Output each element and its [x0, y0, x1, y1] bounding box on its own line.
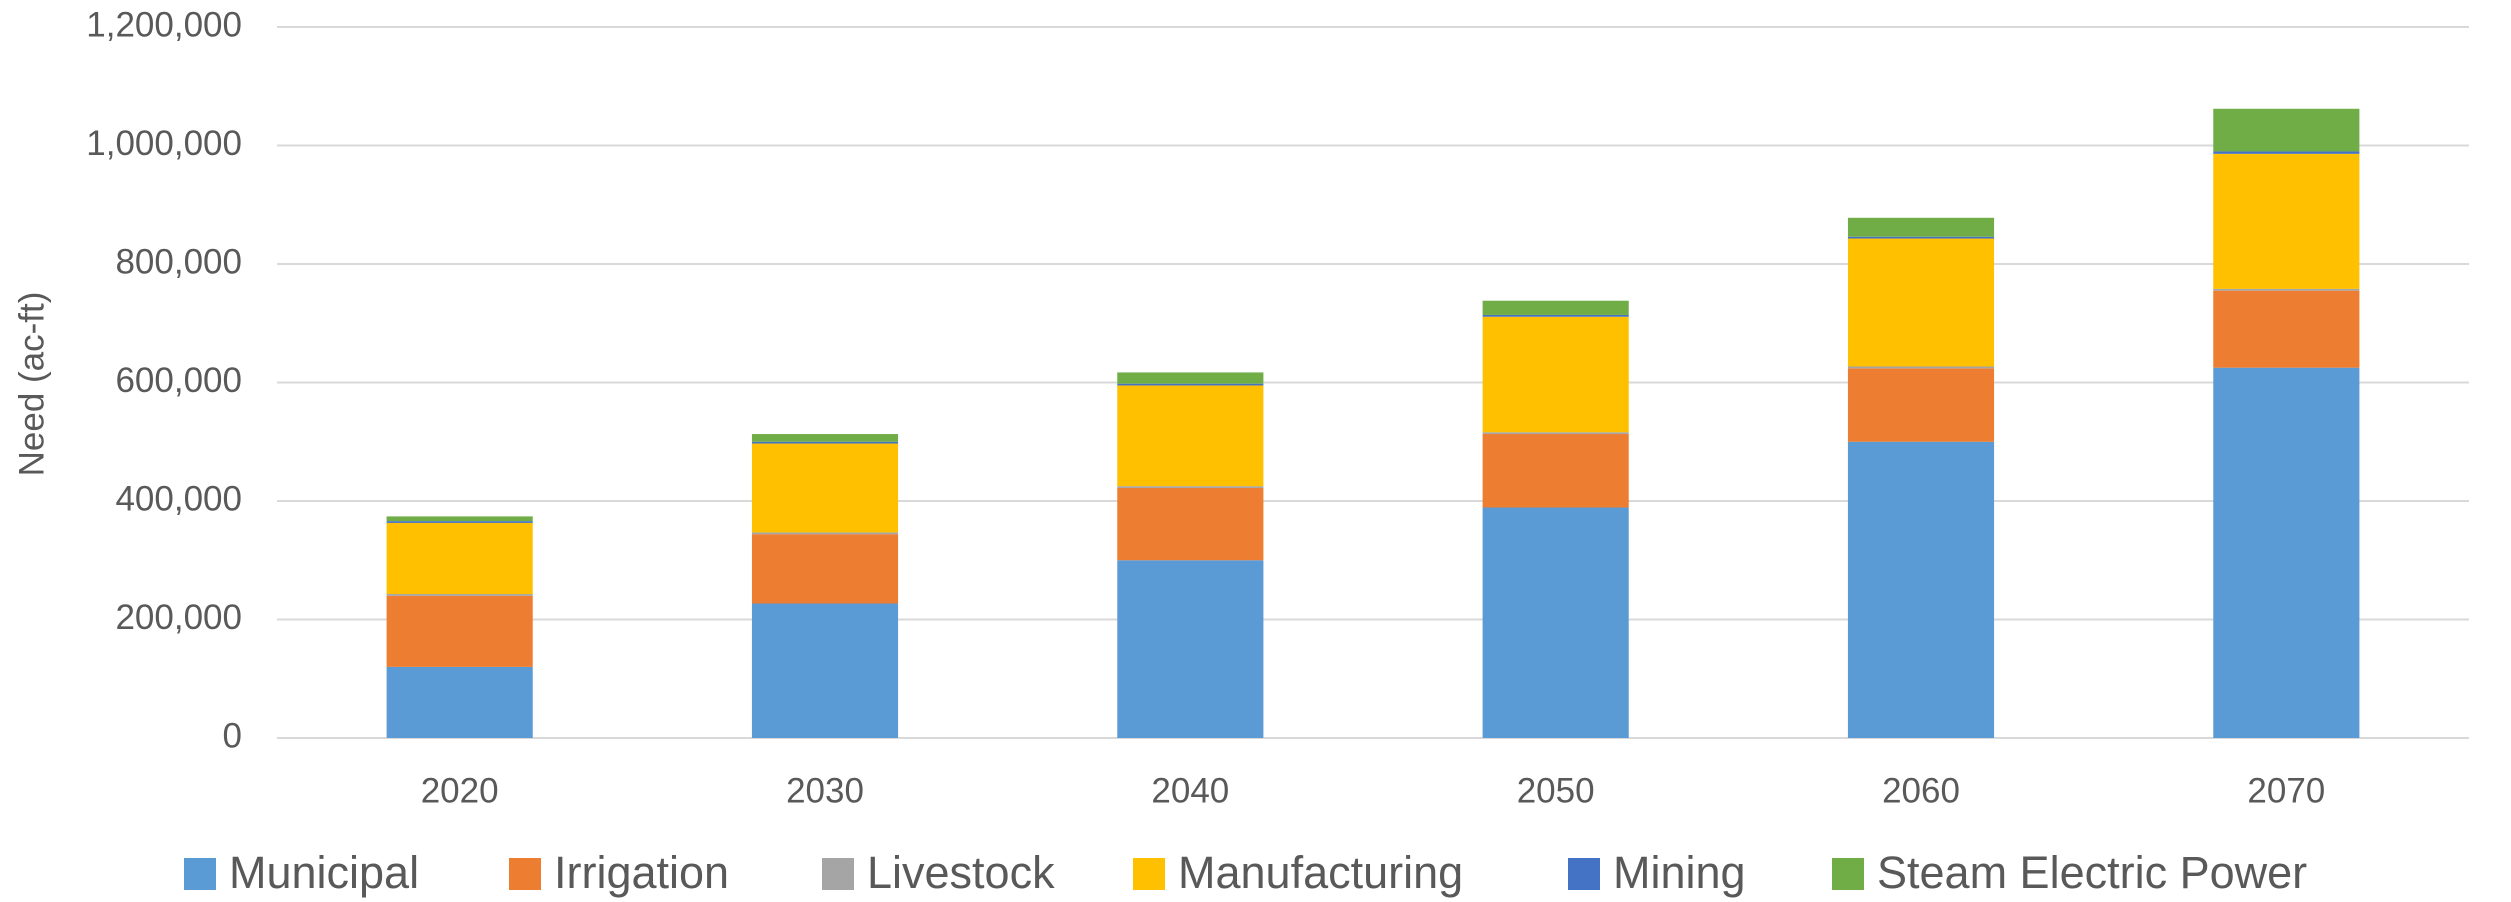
legend-label: Mining — [1613, 847, 1746, 898]
x-tick-label: 2040 — [1151, 771, 1229, 810]
y-tick-label: 1,000,000 — [86, 124, 242, 163]
legend-swatch — [509, 858, 541, 890]
bar-segment — [2213, 153, 2360, 289]
bar-segment — [386, 595, 533, 667]
bar-segment — [751, 443, 899, 533]
bar-segment — [1117, 560, 1264, 738]
x-tick-label: 2060 — [1882, 771, 1960, 810]
bar-segment — [1117, 385, 1264, 487]
legend-swatch — [1568, 858, 1600, 890]
legend-swatch — [1832, 858, 1864, 890]
bar-segment — [2213, 288, 2360, 291]
y-tick-label: 800,000 — [115, 242, 242, 281]
x-tick-label: 2020 — [421, 771, 499, 810]
bar-segment — [2213, 290, 2360, 368]
legend-swatch — [1133, 858, 1165, 890]
legend-label: Steam Electric Power — [1877, 847, 2307, 898]
bar-segment — [1117, 487, 1264, 561]
bar-segment — [1847, 368, 1995, 442]
y-tick-label: 600,000 — [115, 361, 242, 400]
bar-segment — [386, 521, 533, 523]
bar-segment — [386, 666, 533, 738]
bar-segment — [1847, 217, 1995, 237]
y-tick-label: 400,000 — [115, 479, 242, 518]
x-tick-label: 2030 — [786, 771, 864, 810]
legend-label: Livestock — [867, 847, 1055, 898]
bar-segment — [751, 534, 899, 604]
bar-segment — [751, 532, 899, 535]
bar-segment — [1482, 432, 1629, 435]
x-tick-label: 2050 — [1517, 771, 1595, 810]
bar-segment — [1117, 486, 1264, 488]
bar-segment — [386, 516, 533, 522]
legend-swatch — [184, 858, 216, 890]
bar-segment — [1482, 316, 1629, 433]
bar-segment — [1847, 366, 1995, 369]
legend-label: Irrigation — [554, 847, 729, 898]
bar-segment — [1482, 434, 1629, 508]
bar-segment — [386, 522, 533, 595]
bar-segment — [1847, 236, 1995, 239]
legend-label: Municipal — [229, 847, 419, 898]
bar-segment — [1847, 238, 1995, 367]
legend-label: Manufacturing — [1178, 847, 1463, 898]
bar-segment — [751, 434, 899, 442]
y-axis-label: Need (ac-ft) — [12, 292, 51, 477]
y-tick-label: 200,000 — [115, 598, 242, 637]
bar-segment — [1482, 507, 1629, 738]
bar-segment — [1117, 372, 1264, 384]
bar-segment — [751, 441, 899, 444]
bar-segment — [1482, 314, 1629, 317]
legend-swatch — [822, 858, 854, 890]
x-tick-label: 2070 — [2247, 771, 2325, 810]
bar-segment — [751, 603, 899, 738]
bar-segment — [1117, 383, 1264, 386]
bar-segment — [1847, 441, 1995, 738]
bar-segment — [2213, 367, 2360, 738]
bar-segment — [1482, 300, 1629, 315]
bar-segment — [2213, 151, 2360, 154]
y-tick-label: 0 — [223, 716, 242, 755]
bar-segment — [2213, 108, 2360, 152]
y-tick-label: 1,200,000 — [86, 5, 242, 44]
bar-segment — [386, 594, 533, 596]
